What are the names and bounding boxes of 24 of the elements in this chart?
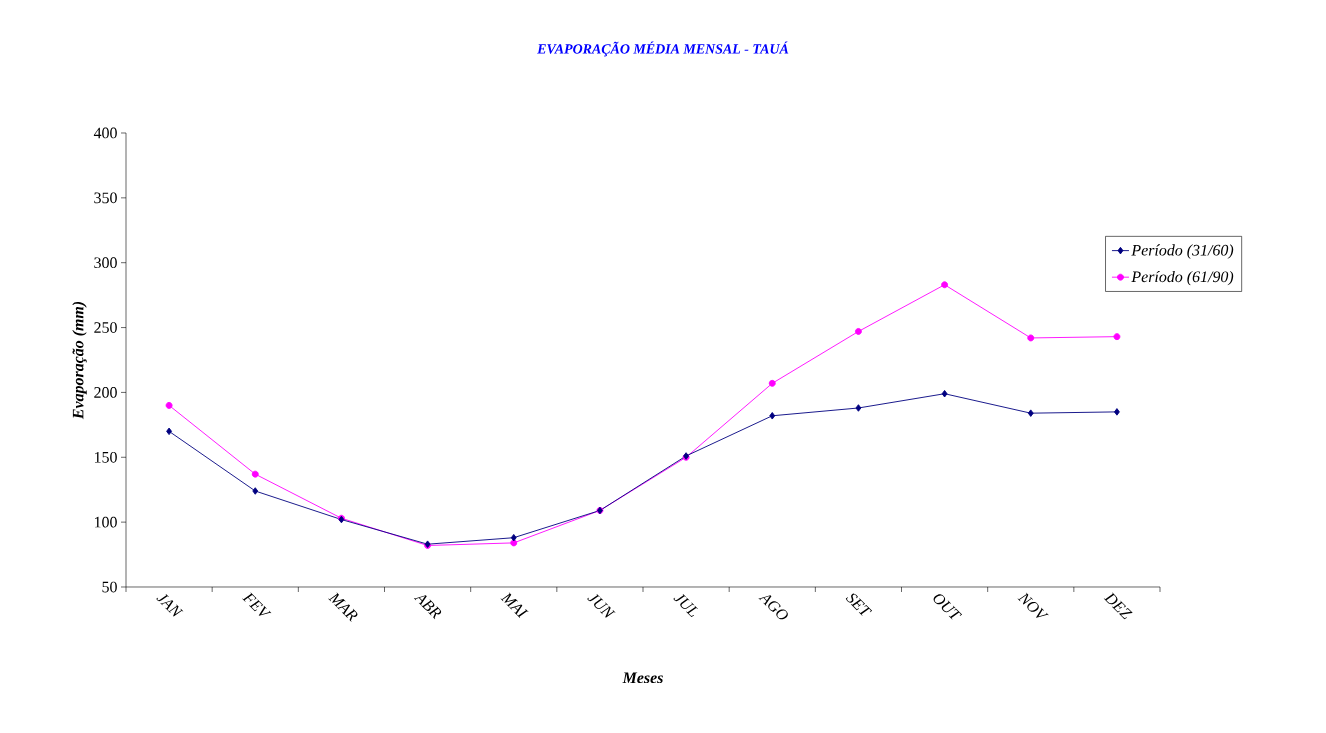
y-tick-label: 300 <box>94 257 117 269</box>
y-tick-label: 400 <box>93 127 117 139</box>
x-tick-label: ABR <box>413 595 442 620</box>
x-axis-title: Meses <box>622 672 663 684</box>
y-tick-label: 250 <box>94 322 117 333</box>
y-tick-label: 100 <box>94 516 117 528</box>
y-axis-title: Evaporação (mm) <box>72 301 87 420</box>
legend-label: Período (61/90) <box>1131 270 1234 286</box>
x-tick-label: DEZ <box>1103 592 1133 620</box>
x-tick-label: NOV <box>1017 592 1049 618</box>
x-tick-label: JUN <box>587 593 616 618</box>
chart-title: EVAPORAÇÃO MÉDIA MENSAL - TAUÁ <box>537 41 789 57</box>
x-tick-label: AGO <box>758 595 788 620</box>
y-tick-label: 50 <box>102 581 117 593</box>
legend-label: Período (31/60) <box>1131 244 1234 259</box>
x-tick-label: JUL <box>673 593 698 618</box>
x-tick-label: OUT <box>933 594 963 620</box>
y-tick-label: 350 <box>94 192 117 204</box>
x-tick-label: JAN <box>156 593 184 617</box>
x-tick-label: FEV <box>242 592 272 616</box>
x-tick-label: MAI <box>500 592 529 618</box>
x-tick-label: SET <box>845 593 873 616</box>
y-tick-label: 150 <box>94 451 117 463</box>
y-tick-label: 200 <box>94 387 117 398</box>
